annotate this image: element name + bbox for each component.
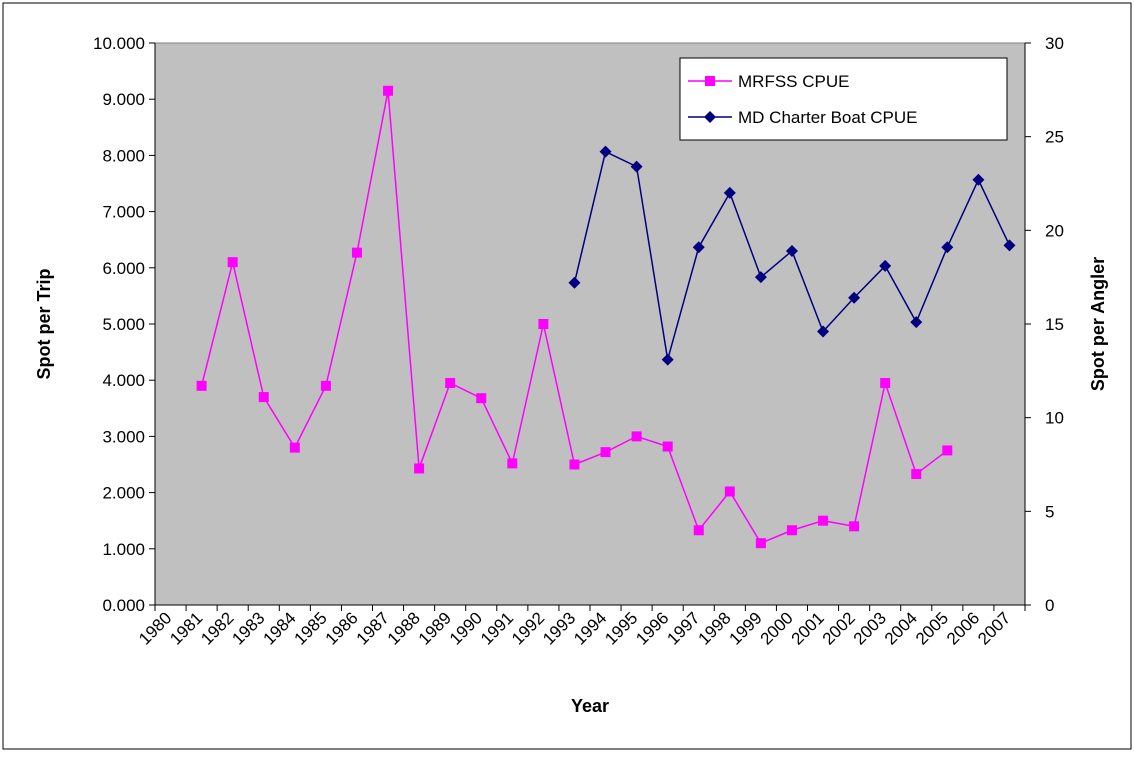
marker (723, 186, 736, 199)
y-tick-label: 3.000 (102, 427, 145, 446)
marker (258, 392, 269, 403)
y-tick-label: 4.000 (102, 371, 145, 390)
marker (569, 459, 580, 470)
marker (351, 247, 362, 258)
marker (507, 458, 518, 469)
x-axis-title: Year (571, 696, 609, 716)
y-tick-label: 10.000 (93, 34, 145, 53)
y2-tick-label: 30 (1045, 34, 1064, 53)
marker (630, 160, 643, 173)
marker (476, 393, 487, 404)
y-tick-label: 0.000 (102, 596, 145, 615)
marker (911, 469, 922, 480)
marker (568, 276, 581, 289)
marker (972, 173, 985, 186)
y-tick-label: 9.000 (102, 90, 145, 109)
marker (320, 380, 331, 391)
marker (661, 353, 674, 366)
marker (693, 525, 704, 536)
marker (289, 442, 300, 453)
y2-tick-label: 5 (1045, 502, 1054, 521)
marker (383, 85, 394, 96)
legend (679, 57, 1008, 141)
marker (817, 325, 830, 338)
marker (445, 378, 456, 389)
y-tick-label: 7.000 (102, 203, 145, 222)
y2-tick-label: 25 (1045, 128, 1064, 147)
marker (879, 259, 892, 272)
y-tick-label: 5.000 (102, 315, 145, 334)
y2-tick-label: 15 (1045, 315, 1064, 334)
marker (414, 463, 425, 474)
marker (941, 241, 954, 254)
legend-label: MD Charter Boat CPUE (738, 108, 918, 127)
marker (600, 447, 611, 458)
y-axis-title: Spot per Trip (34, 268, 54, 379)
y2-tick-label: 0 (1045, 596, 1054, 615)
y-tick-label: 2.000 (102, 484, 145, 503)
marker (849, 521, 860, 532)
marker (754, 271, 767, 284)
marker (631, 431, 642, 442)
y2-axis-title: Spot per Angler (1088, 257, 1108, 391)
marker (755, 538, 766, 549)
marker (818, 515, 829, 526)
marker (662, 441, 673, 452)
y-tick-label: 1.000 (102, 540, 145, 559)
marker (227, 257, 238, 268)
marker (724, 486, 735, 497)
marker (785, 244, 798, 257)
marker (692, 241, 705, 254)
y-tick-label: 8.000 (102, 146, 145, 165)
marker (196, 380, 207, 391)
legend-marker (704, 111, 716, 123)
marker (942, 445, 953, 456)
marker (538, 319, 549, 329)
legend-label: MRFSS CPUE (738, 72, 849, 91)
marker (786, 525, 797, 536)
marker (1003, 239, 1016, 252)
y-tick-label: 6.000 (102, 259, 145, 278)
legend-marker (705, 76, 715, 86)
marker (599, 145, 612, 158)
y2-tick-label: 10 (1045, 409, 1064, 428)
marker (910, 316, 923, 329)
marker (848, 291, 861, 304)
y2-tick-label: 20 (1045, 221, 1064, 240)
marker (880, 378, 891, 389)
